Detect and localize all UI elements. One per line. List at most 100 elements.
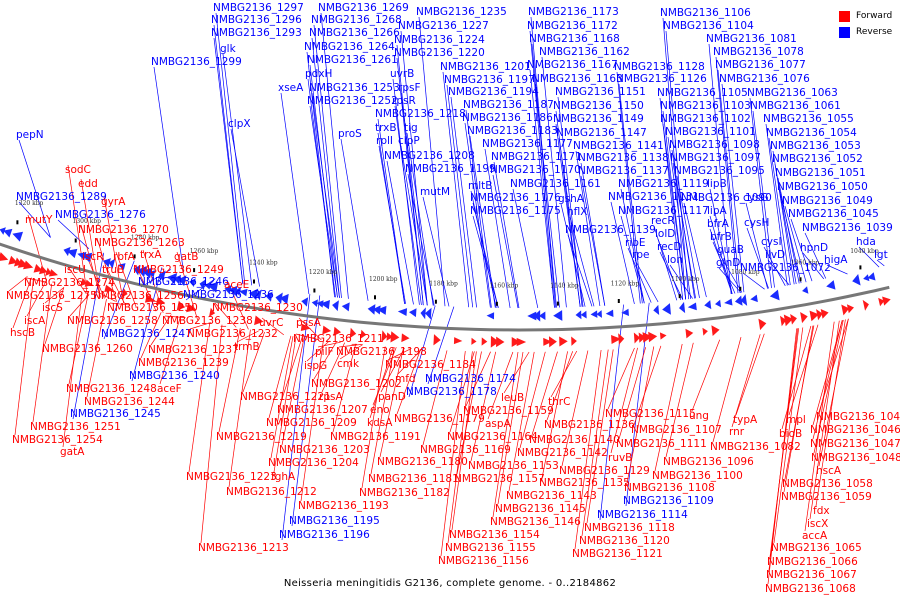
gene-label[interactable]: NMBG2136_1174: [425, 373, 516, 385]
gene-label[interactable]: NMBG2136_1054: [766, 127, 857, 139]
gene-label[interactable]: NMBG2136_1172: [527, 20, 618, 32]
gene-label[interactable]: NMBG2136_1238: [162, 315, 253, 327]
gene-label[interactable]: NMBG2136_1236: [183, 289, 274, 301]
gene-label[interactable]: NMBG2136_1157: [454, 473, 545, 485]
gene-label[interactable]: NMBG2136_1176: [470, 192, 561, 204]
gene-label[interactable]: NMBG2136_1096: [663, 456, 754, 468]
gene-label[interactable]: NMBG2136_1147: [556, 127, 647, 139]
gene-label[interactable]: glk: [220, 43, 236, 55]
gene-label[interactable]: NMBG2136_1126: [616, 73, 707, 85]
gene-label[interactable]: NMBG2136_1153: [468, 460, 559, 472]
gene-label[interactable]: NMBG2136_1076: [719, 73, 810, 85]
gene-label[interactable]: NMBG2136_1142: [517, 447, 608, 459]
gene-label[interactable]: NMBG2136_1171: [491, 151, 582, 163]
gene-label[interactable]: NMBG2136_1115: [605, 408, 696, 420]
gene-label[interactable]: iscR: [82, 251, 104, 263]
gene-label[interactable]: iscX: [807, 518, 829, 530]
gene-label[interactable]: NMBG2136_1145: [495, 503, 586, 515]
gene-label[interactable]: NMBG2136_1139: [565, 224, 656, 236]
gene-label[interactable]: cysI: [761, 236, 782, 248]
gene-label[interactable]: uvrB: [390, 68, 415, 80]
gene-label[interactable]: clpX: [228, 118, 251, 130]
gene-label[interactable]: NMBG2136_1252: [307, 95, 398, 107]
gene-label[interactable]: lipA: [707, 205, 727, 217]
gene-label[interactable]: NMBG2136_1068: [765, 583, 856, 595]
gene-label[interactable]: NMBG2136_1204: [268, 457, 359, 469]
gene-label[interactable]: panD: [378, 391, 406, 403]
gene-label[interactable]: iscA: [24, 315, 46, 327]
gene-label[interactable]: lolD: [655, 228, 676, 240]
gene-label[interactable]: NMBG2136_1149: [553, 113, 644, 125]
gene-label[interactable]: trxB: [375, 122, 397, 134]
gene-label[interactable]: NMBG2136_1131: [608, 191, 699, 203]
gene-label[interactable]: NMBG2136_1121: [572, 548, 663, 560]
gene-label[interactable]: NMBG2136_1193: [298, 500, 389, 512]
gene-label[interactable]: NMBG2136_1276: [55, 209, 146, 221]
gene-label[interactable]: ribE: [625, 237, 646, 249]
gene-label[interactable]: NMBG2136_1150: [553, 100, 644, 112]
gene-label[interactable]: NMBG2136_1164: [447, 431, 538, 443]
gene-label[interactable]: NMBG2136_1120: [579, 535, 670, 547]
gene-label[interactable]: NMBG2136_1065: [771, 542, 862, 554]
gene-label[interactable]: NMBG2136_1141: [573, 140, 664, 152]
gene-label[interactable]: bfrA: [707, 218, 729, 230]
gene-label[interactable]: NMBG2136_1173: [528, 6, 619, 18]
gene-label[interactable]: NMBG2136_1184: [385, 359, 476, 371]
gene-label[interactable]: NMBG2136_1052: [772, 153, 863, 165]
gene-label[interactable]: mutM: [420, 186, 451, 198]
gene-label[interactable]: NMBG2136_1047: [810, 438, 900, 450]
gene-label[interactable]: rpe: [632, 249, 650, 261]
gene-label[interactable]: NMBG2136_1170: [490, 164, 581, 176]
gene-label[interactable]: NMBG2136_1183: [467, 125, 558, 137]
gene-label[interactable]: glnD: [716, 257, 741, 269]
gene-label[interactable]: NMBG2136_1135: [539, 477, 630, 489]
gene-label[interactable]: NMBG2136_1261: [307, 54, 398, 66]
gene-label[interactable]: mutY: [25, 214, 53, 226]
gene-label[interactable]: hscA: [816, 465, 842, 477]
gene-label[interactable]: NMBG2136_1102: [660, 113, 751, 125]
gene-label[interactable]: NMBG2136_1212: [226, 486, 317, 498]
gene-label[interactable]: NMBG2136_1264: [304, 41, 395, 53]
gene-label[interactable]: NMBG2136_1138: [578, 152, 669, 164]
gene-label[interactable]: NMBG2136_1045: [788, 208, 879, 220]
gene-label[interactable]: NMBG2136_1245: [70, 408, 161, 420]
gene-label[interactable]: rbfA: [113, 251, 135, 263]
gene-label[interactable]: mpl: [786, 414, 806, 426]
gene-label[interactable]: NMBG2136_1221: [240, 391, 331, 403]
gene-label[interactable]: iscU: [64, 264, 86, 276]
gene-label[interactable]: NMBG2136_1162: [539, 46, 630, 58]
gene-label[interactable]: NMBG2136_1051: [775, 167, 866, 179]
gene-label[interactable]: NMBG2136_1246: [138, 276, 229, 288]
gene-label[interactable]: cysH: [744, 217, 770, 229]
gene-label[interactable]: NMBG2136_1049: [782, 195, 873, 207]
gene-label[interactable]: NMBG2136_1198: [336, 346, 427, 358]
gene-label[interactable]: NMBG2136_1098: [669, 139, 760, 151]
gene-label[interactable]: hflX: [567, 206, 588, 218]
gene-label[interactable]: fghA: [271, 471, 296, 483]
gene-label[interactable]: NMBG2136_1186: [462, 112, 553, 124]
gene-label[interactable]: NMBG2136_1182: [359, 487, 450, 499]
gene-label[interactable]: gatB: [174, 251, 199, 263]
gene-label[interactable]: NMBG2136_1179: [394, 413, 485, 425]
gene-label[interactable]: NMBG2136_1180: [377, 456, 468, 468]
gene-label[interactable]: pdxH: [305, 68, 333, 80]
gene-label[interactable]: NMBG2136_1197: [444, 74, 535, 86]
gene-label[interactable]: NMBG2136_1090: [681, 192, 772, 204]
gene-label[interactable]: NMBG2136_1136: [544, 419, 635, 431]
gene-label[interactable]: NMBG2136_1230: [212, 302, 303, 314]
gene-label[interactable]: tig: [404, 122, 418, 134]
gene-label[interactable]: NMBG2136_1048: [811, 452, 900, 464]
gene-label[interactable]: aspA: [485, 418, 511, 430]
gene-label[interactable]: NMBG2136_1202: [311, 378, 402, 390]
gene-label[interactable]: NMBG2136_1104: [663, 20, 754, 32]
gene-label[interactable]: NMBG2136_1143: [506, 490, 597, 502]
gene-label[interactable]: NMBG2136_1297: [213, 2, 304, 14]
gene-label[interactable]: clpP: [398, 135, 420, 147]
gene-label[interactable]: NMBG2136_1250: [107, 302, 198, 314]
gene-label[interactable]: NMBG2136_1118: [584, 522, 675, 534]
gene-label[interactable]: ruvB: [608, 452, 633, 464]
gene-label[interactable]: NMBG2136_1220: [394, 47, 485, 59]
gene-label[interactable]: NMBG2136_1235: [416, 6, 507, 18]
gene-label[interactable]: trxA: [140, 249, 162, 261]
gene-label[interactable]: guaB: [717, 244, 744, 256]
